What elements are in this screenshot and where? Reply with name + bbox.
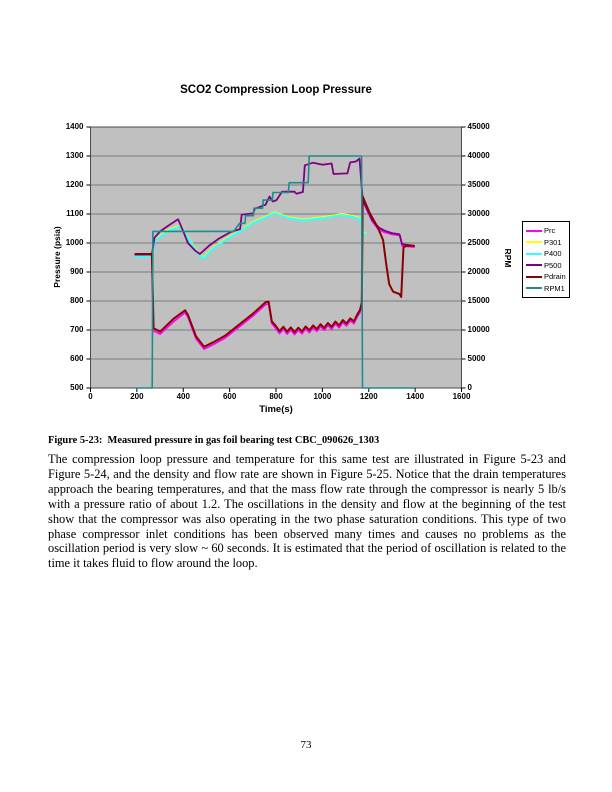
tick-label: 30000 <box>467 209 490 218</box>
tick-label: 1400 <box>406 392 425 401</box>
legend-item-P301: P301 <box>526 237 569 249</box>
legend-item-Pdrain: Pdrain <box>526 271 569 283</box>
tick-label: 25000 <box>467 238 490 247</box>
legend-item-P500: P500 <box>526 260 569 272</box>
series-line-P500 <box>134 157 415 256</box>
tick-label: 0 <box>88 392 93 401</box>
legend-item-P400: P400 <box>526 248 569 260</box>
page-number: 73 <box>300 739 312 751</box>
tick-label: 1100 <box>66 209 84 218</box>
tick-label: 1200 <box>65 180 84 189</box>
legend-label: P301 <box>544 237 562 247</box>
tick-label: 0 <box>467 383 472 392</box>
legend-line-swatch <box>526 264 542 267</box>
tick-label: 20000 <box>467 267 490 276</box>
tick-label: 5000 <box>467 354 486 363</box>
figure-caption: Figure 5-23: Measured pressure in gas fo… <box>48 435 380 446</box>
tick-label: 400 <box>176 392 190 401</box>
tick-label: 600 <box>70 354 84 363</box>
tick-label: 1400 <box>65 122 84 131</box>
legend-label: P400 <box>544 249 562 259</box>
body-paragraph: The compression loop pressure and temper… <box>48 452 566 571</box>
legend-line-swatch <box>526 275 542 278</box>
series-line-P400 <box>134 212 367 260</box>
tick-label: 700 <box>70 325 84 334</box>
legend-line-swatch <box>526 241 542 244</box>
right-axis-title: RPM <box>503 248 513 268</box>
legend-label: RPM1 <box>544 283 565 293</box>
left-axis-title: Pressure (psia) <box>52 226 62 288</box>
tick-label: 40000 <box>467 151 490 160</box>
tick-label: 500 <box>70 383 84 392</box>
tick-label: 45000 <box>467 122 490 131</box>
tick-label: 10000 <box>467 325 490 334</box>
tick-label: 800 <box>269 392 283 401</box>
x-axis-title: Time(s) <box>259 404 293 415</box>
legend-line-swatch <box>526 287 542 290</box>
tick-label: 200 <box>130 392 144 401</box>
legend-item-RPM1: RPM1 <box>526 283 569 295</box>
tick-label: 600 <box>222 392 237 401</box>
series-line-Pdrain <box>134 195 415 348</box>
tick-label: 900 <box>70 267 84 276</box>
tick-label: 1000 <box>313 392 332 401</box>
legend-label: Prc <box>544 226 556 236</box>
series-line-RPM1 <box>135 155 415 389</box>
legend-label: P500 <box>544 260 562 270</box>
tick-label: 1300 <box>65 151 84 160</box>
tick-label: 1000 <box>65 238 84 247</box>
legend-label: Pdrain <box>544 272 566 282</box>
tick-label: 800 <box>70 296 84 305</box>
chart-title: SCO2 Compression Loop Pressure <box>180 84 372 96</box>
tick-label: 35000 <box>467 180 490 189</box>
tick-label: 1200 <box>359 392 378 401</box>
tick-label: 1600 <box>452 392 471 401</box>
legend-line-swatch <box>526 252 542 255</box>
tick-label: 15000 <box>467 296 490 305</box>
legend-item-Prc: Prc <box>526 225 569 237</box>
chart-canvas <box>86 126 466 392</box>
chart-legend: Prc P301 P400 P500 Pdrain RPM1 <box>522 221 570 298</box>
legend-line-swatch <box>526 229 542 232</box>
